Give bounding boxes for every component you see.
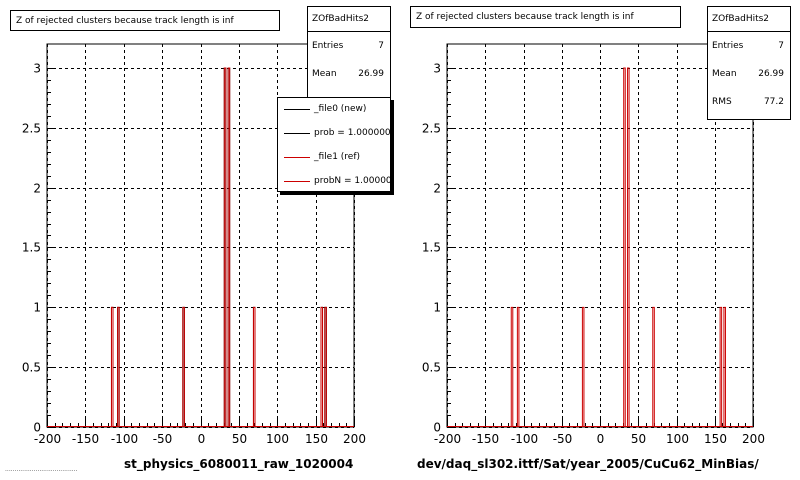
histogram-bar (723, 306, 726, 427)
x-tick-label: -200 (34, 432, 61, 446)
x-tick-label: 50 (232, 432, 247, 446)
histogram-bar (117, 306, 120, 427)
stats-entries-label: Entries (712, 41, 744, 51)
stats-name: ZOfBadHits2 (708, 7, 790, 32)
stats-rms-row: RMS 77.2 (708, 88, 790, 116)
histogram-bar (623, 67, 626, 427)
x-tick-label: -150 (472, 432, 499, 446)
histogram-bar (652, 306, 655, 427)
stats-box-right: ZOfBadHits2 Entries 7 Mean 26.99 RMS 77.… (707, 6, 791, 120)
histogram-bar (516, 306, 520, 427)
x-tick-label: 150 (704, 432, 727, 446)
histogram-bar (252, 306, 256, 427)
x-tick-label: -100 (511, 432, 538, 446)
histogram-bar (719, 306, 723, 427)
x-axis-label-left: st_physics_6080011_raw_1020004 (124, 457, 354, 471)
histogram-plot-right: -200 -150 -100 -50 0 50 100 150 200 0 0.5 1 1.5 2 2.5 3 (422, 43, 765, 446)
stats-entries-value: 7 (378, 41, 384, 51)
stats-mean-label: Mean (712, 69, 737, 79)
x-tick-label: -200 (434, 432, 461, 446)
x-tick-label: -50 (553, 432, 573, 446)
y-tick-label: 2.5 (22, 122, 41, 136)
plot-title-right: Z of rejected clusters because track len… (410, 6, 681, 28)
y-tick-label: 2 (33, 182, 41, 196)
stats-mean-value: 26.99 (758, 69, 784, 79)
legend-entry: probN = 1.000000 (278, 170, 391, 191)
x-tick-label: 200 (343, 432, 366, 446)
footnote-text: ...................................... (5, 466, 78, 473)
plot-title-left: Z of rejected clusters because track len… (10, 10, 280, 31)
y-tick-label: 1.5 (422, 241, 441, 255)
y-tick-label: 2 (433, 182, 441, 196)
stats-entries-value: 7 (778, 41, 784, 51)
x-tick-label: 0 (198, 432, 206, 446)
stats-box-left: ZOfBadHits2 Entries 7 Mean 26.99 (307, 6, 391, 98)
stats-mean-row: Mean 26.99 (308, 60, 390, 88)
x-tick-label: 50 (631, 432, 646, 446)
y-tick-label: 1.5 (22, 241, 41, 255)
histogram-bar (627, 67, 630, 427)
legend-label: prob = 1.000000 (314, 128, 391, 138)
histogram-bar (182, 306, 185, 427)
y-tick-label: 2.5 (422, 122, 441, 136)
stats-entries-label: Entries (312, 41, 344, 51)
histogram-bar (581, 306, 585, 427)
y-tick-label: 3 (33, 62, 41, 76)
histogram-bar (510, 306, 514, 427)
x-tick-label: 100 (266, 432, 289, 446)
x-tick-label: 200 (742, 432, 765, 446)
x-tick-label: -50 (153, 432, 173, 446)
x-tick-label: 0 (597, 432, 605, 446)
x-tick-label: 100 (666, 432, 689, 446)
stats-mean-value: 26.99 (358, 69, 384, 79)
legend-entry: _file1 (ref) (278, 146, 390, 170)
histogram-bar (223, 67, 227, 427)
legend-entry: _file0 (new) (278, 98, 390, 122)
legend-box: _file0 (new) prob = 1.000000 _file1 (ref… (277, 97, 391, 192)
x-tick-label: -100 (111, 432, 138, 446)
legend-label: _file0 (new) (314, 104, 367, 114)
legend-label: probN = 1.000000 (314, 176, 391, 186)
y-tick-label: 1 (433, 301, 441, 315)
histogram-bar (324, 306, 327, 427)
legend-entry: prob = 1.000000 (278, 122, 390, 146)
histogram-bar (110, 306, 114, 427)
y-tick-label: 0.5 (22, 361, 41, 375)
stats-rms-value: 77.2 (763, 97, 784, 107)
y-tick-label: 0 (33, 421, 41, 435)
stats-rms-label: RMS (712, 97, 732, 107)
x-tick-label: -150 (72, 432, 99, 446)
y-tick-label: 0 (433, 421, 441, 435)
stats-name: ZOfBadHits2 (308, 7, 390, 32)
histogram-bar (320, 306, 324, 427)
y-tick-label: 0.5 (422, 361, 441, 375)
stats-mean-row: Mean 26.99 (708, 60, 790, 88)
stats-entries-row: Entries 7 (308, 32, 390, 60)
y-tick-label: 3 (433, 62, 441, 76)
legend-label: _file1 (ref) (314, 152, 361, 162)
x-tick-label: 150 (305, 432, 328, 446)
histogram-bar (227, 67, 231, 427)
y-tick-label: 1 (33, 301, 41, 315)
x-axis-label-right: dev/daq_sl302.ittf/Sat/year_2005/CuCu62_… (417, 457, 759, 471)
stats-mean-label: Mean (312, 69, 337, 79)
stats-entries-row: Entries 7 (708, 32, 790, 60)
